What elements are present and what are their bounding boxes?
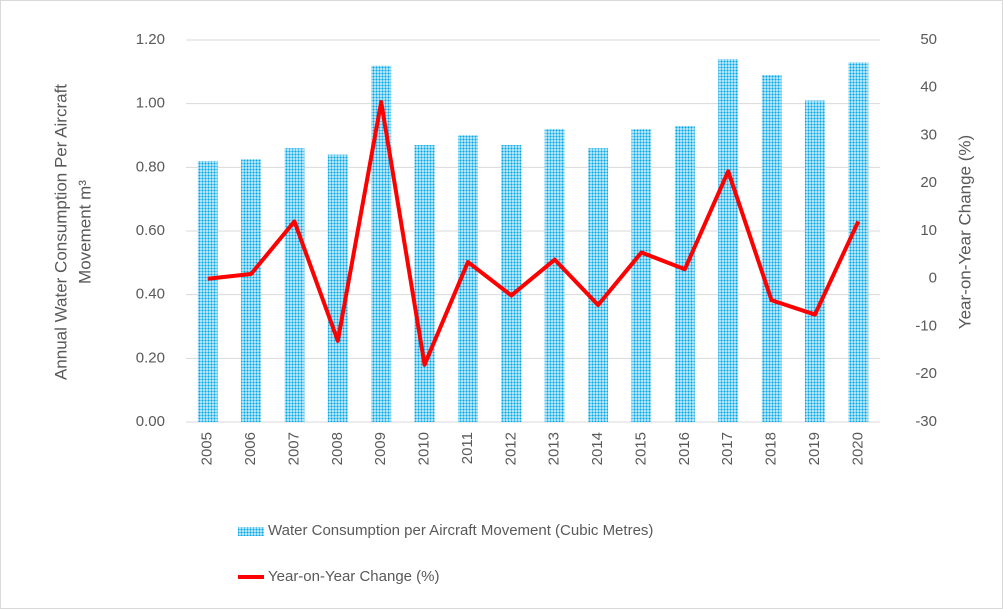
y2-tick-label: 40 xyxy=(920,79,937,96)
y2-tick-label: 0 xyxy=(929,270,937,287)
y2-tick-label: 10 xyxy=(920,222,937,239)
line xyxy=(207,100,861,367)
x-tick-label: 2018 xyxy=(763,432,780,465)
x-tick-label: 2007 xyxy=(285,432,302,465)
x-tick-label: 2017 xyxy=(719,432,736,465)
x-tick-label: 2013 xyxy=(546,432,563,465)
x-tick-label: 2020 xyxy=(849,432,866,465)
x-tick-label: 2006 xyxy=(242,432,259,465)
y2-tick-label: -30 xyxy=(915,413,937,430)
bar xyxy=(414,145,435,423)
bar xyxy=(718,59,739,422)
bar xyxy=(544,129,565,422)
x-tick-label: 2009 xyxy=(372,432,389,465)
bar xyxy=(674,125,695,422)
x-tick-label: 2011 xyxy=(459,432,476,464)
y2-tick-label: 50 xyxy=(920,31,937,48)
y-tick-label: 1.20 xyxy=(136,31,165,48)
x-tick-label: 2014 xyxy=(589,432,606,465)
y-tick-label: 0.40 xyxy=(136,286,165,303)
bar xyxy=(501,145,522,423)
bar xyxy=(848,62,869,423)
bar xyxy=(284,148,305,422)
legend-swatch xyxy=(238,527,264,536)
legend-label: Water Consumption per Aircraft Movement … xyxy=(268,522,653,539)
y2-tick-label: 30 xyxy=(920,126,937,143)
bar xyxy=(804,100,825,422)
y-tick-label: 0.80 xyxy=(136,158,165,175)
x-tick-label: 2008 xyxy=(329,432,346,465)
x-tick-label: 2005 xyxy=(199,432,216,465)
bar xyxy=(761,75,782,423)
bar xyxy=(241,159,262,422)
y2-tick-label: -10 xyxy=(915,317,937,334)
y-tick-label: 0.00 xyxy=(136,413,165,430)
x-tick-label: 2019 xyxy=(806,432,823,465)
y2-axis-title: Year-on-Year Change (%) xyxy=(955,135,974,329)
y2-tick-label: 20 xyxy=(920,174,937,191)
bar xyxy=(371,65,392,422)
y-tick-label: 1.00 xyxy=(136,95,165,112)
bar xyxy=(457,135,478,422)
x-tick-label: 2015 xyxy=(632,432,649,465)
y2-tick-label: -20 xyxy=(915,365,937,382)
bar xyxy=(197,160,218,422)
legend-label: Year-on-Year Change (%) xyxy=(268,568,440,585)
bar xyxy=(327,154,348,422)
y-axis-title: Annual Water Consumption Per Aircraft xyxy=(51,84,70,380)
bar xyxy=(631,129,652,422)
x-tick-label: 2016 xyxy=(676,432,693,465)
x-tick-label: 2010 xyxy=(416,432,433,465)
bar xyxy=(588,148,609,422)
y-axis-title: Movement m³ xyxy=(75,180,94,284)
x-tick-label: 2012 xyxy=(502,432,519,465)
y-tick-label: 0.20 xyxy=(136,349,165,366)
y-tick-label: 0.60 xyxy=(136,222,165,239)
